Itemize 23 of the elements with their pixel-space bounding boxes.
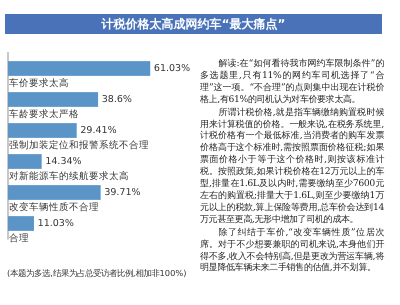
bar	[8, 216, 34, 231]
bar	[8, 61, 150, 76]
data-label: 14.34%	[45, 156, 82, 167]
y-tick-label: 车价要求太高	[9, 76, 69, 89]
data-label: 39.71%	[104, 186, 141, 198]
text: 除了纠结于车价,“改变车辆性质”位居次席。对于不少想要兼职的司机来说,本身他们开得不多,收入不会特别高,但是更改为营运车辆,将明显降低车辆未来二手销售的估值,并不划算。	[200, 226, 384, 274]
y-tick-label: 合理	[9, 232, 29, 244]
bar	[8, 123, 77, 138]
data-label: 61.03%	[154, 62, 190, 74]
y-tick-label: 车龄要求太严格	[9, 108, 79, 120]
text: 所谓计税价格,就是指车辆缴纳购置税时候用来计算税值的价格。一般来说,在税务系统里,计税价格有一个最低标准,当消费者的购车发票价格高于这个标准时,需按照票面价格征税;如果票面价格小于等于这个价格时,则按该标准计税。按照政策,如果计税价格在12万元以上的车型,排量在1.6L及以内时,需要缴纳至少7600元左右的购置税;排量大于1.6L,则至少要缴纳1万元以上的税款,算上保险等费用,总车价会达到14万元甚至更高,无形中增加了司机的成本。	[200, 106, 384, 225]
data-label: 11.03%	[38, 218, 74, 229]
text: 计税价格太高成网约车“最大痛点”	[5, 14, 382, 34]
data-label: 38.6%	[102, 94, 132, 105]
text: 解读:在“如何看待我市网约车限制条件”的多选题里,只有11%的网约车司机选择了“合理”这一项。“不合理”的点则集中出现在计税价格上,有61%的司机认为对车价要求太高。	[200, 58, 384, 106]
data-label: 29.41%	[80, 124, 117, 136]
bar	[8, 185, 101, 200]
text: (本题为多选,结果为占总受访者比例,相加非100%)	[7, 268, 186, 279]
y-tick-label: 强制加装定位和报警系统不合理	[9, 138, 149, 151]
bar	[8, 154, 42, 169]
y-tick-label: 改变车辆性质不合理	[9, 200, 99, 213]
bar	[8, 92, 98, 107]
y-tick-label: 对新能源车的续航要求太高	[9, 170, 129, 182]
